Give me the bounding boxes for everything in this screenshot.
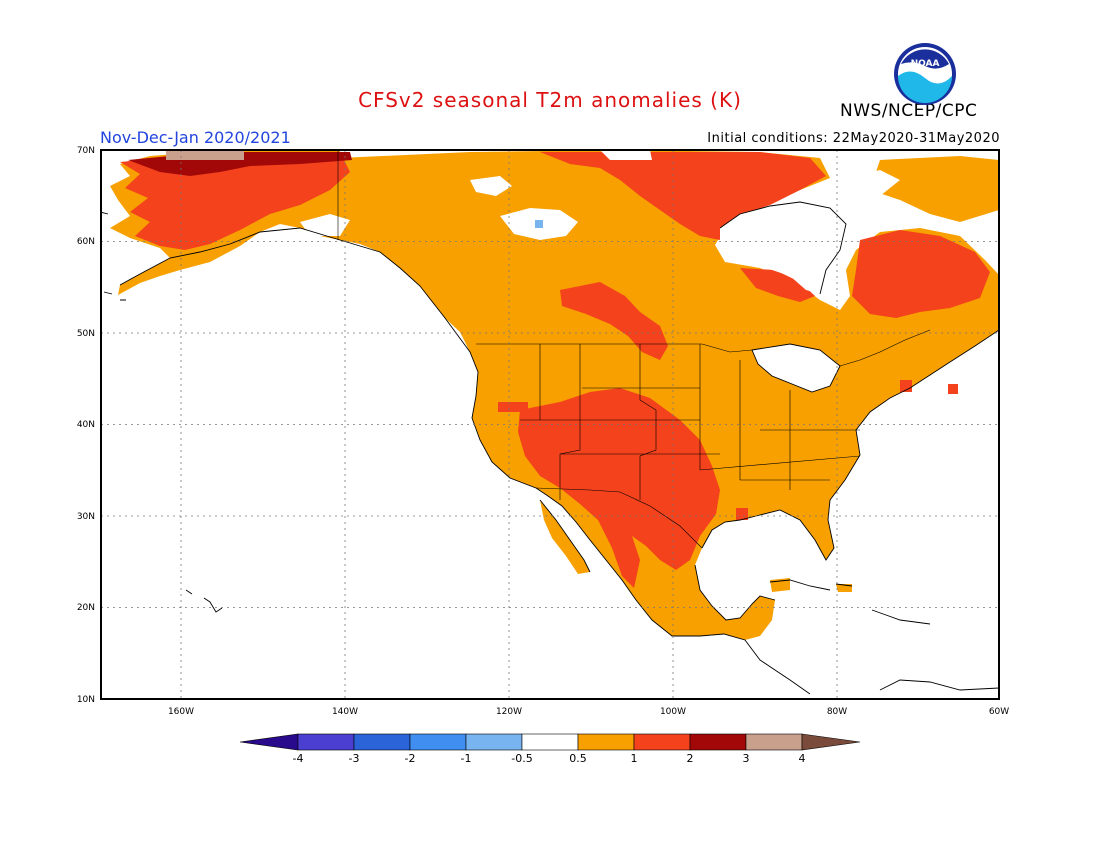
legend-tick-label: 1 [631, 752, 638, 765]
legend-tick-label: 3 [743, 752, 750, 765]
legend-swatch [465, 733, 523, 751]
legend-tick-label: -1 [461, 752, 472, 765]
season-label: Nov-Dec-Jan 2020/2021 [100, 128, 291, 147]
legend-tick-label: -3 [349, 752, 360, 765]
political-borders [337, 150, 931, 549]
legend-tick-label: -2 [405, 752, 416, 765]
legend-swatch [297, 733, 355, 751]
baja-anomaly [540, 500, 590, 574]
lon-label: 160W [168, 707, 194, 717]
legend-swatch-lowest [239, 733, 299, 751]
lon-label: 80W [827, 707, 847, 717]
lat-label: 10N [77, 695, 95, 705]
caribbean-anomaly [770, 578, 852, 592]
lon-label: 120W [496, 707, 522, 717]
legend-tick-label: -0.5 [511, 752, 532, 765]
chart-title: CFSv2 seasonal T2m anomalies (K) [358, 88, 742, 112]
alaska-tan-anomaly [166, 150, 244, 160]
legend-tick-label: 2 [687, 752, 694, 765]
color-legend: -4 -3 -2 -1 -0.5 0.5 1 2 3 4 [239, 733, 861, 765]
longitude-labels: 160W 140W 120W 100W 80W 60W [168, 707, 1009, 717]
legend-tick-label: -4 [293, 752, 304, 765]
lon-label: 100W [660, 707, 686, 717]
greenland-anomaly [870, 156, 999, 222]
latitude-labels: 70N 60N 50N 40N 30N 20N 10N [77, 146, 95, 705]
coastlines [101, 201, 999, 695]
southwest-red-anomaly [518, 388, 720, 588]
agency-label: NWS/NCEP/CPC [840, 101, 978, 121]
graticule [101, 150, 999, 699]
legend-swatch [689, 733, 747, 751]
lon-label: 60W [989, 707, 1009, 717]
lat-label: 60N [77, 237, 95, 247]
legend-swatch [577, 733, 635, 751]
legend-swatch [353, 733, 411, 751]
hudson-bay-neutral [720, 202, 846, 294]
hudson-red-anomaly [740, 268, 815, 302]
yukon-neutral [300, 214, 350, 236]
legend-tick-label: 4 [799, 752, 806, 765]
lat-label: 70N [77, 146, 95, 156]
initial-conditions-label: Initial conditions: 22May2020-31May2020 [707, 131, 1000, 146]
land-anomaly-0.5-1 [110, 150, 999, 640]
alaska-red-anomaly [120, 152, 350, 250]
lat-label: 30N [77, 512, 95, 522]
nw-red-patch [498, 402, 528, 412]
svg-text:NOAA: NOAA [911, 59, 940, 69]
prairies-red-anomaly [560, 282, 668, 360]
legend-swatch [745, 733, 803, 751]
great-lakes-neutral [752, 344, 840, 392]
legend-swatch [521, 733, 579, 751]
lat-label: 50N [77, 329, 95, 339]
lat-label: 40N [77, 420, 95, 430]
map-frame [100, 149, 1000, 700]
legend-swatch-highest [801, 733, 861, 751]
lat-label: 20N [77, 603, 95, 613]
legend-swatch [633, 733, 691, 751]
noaa-logo: NOAA [894, 43, 956, 105]
legend-swatch [409, 733, 467, 751]
blue-cell-anomaly [535, 220, 543, 228]
legend-tick-label: 0.5 [569, 752, 587, 765]
lon-label: 140W [332, 707, 358, 717]
quebec-red-anomaly [852, 230, 990, 318]
canada-arctic-red-anomaly [540, 152, 826, 240]
